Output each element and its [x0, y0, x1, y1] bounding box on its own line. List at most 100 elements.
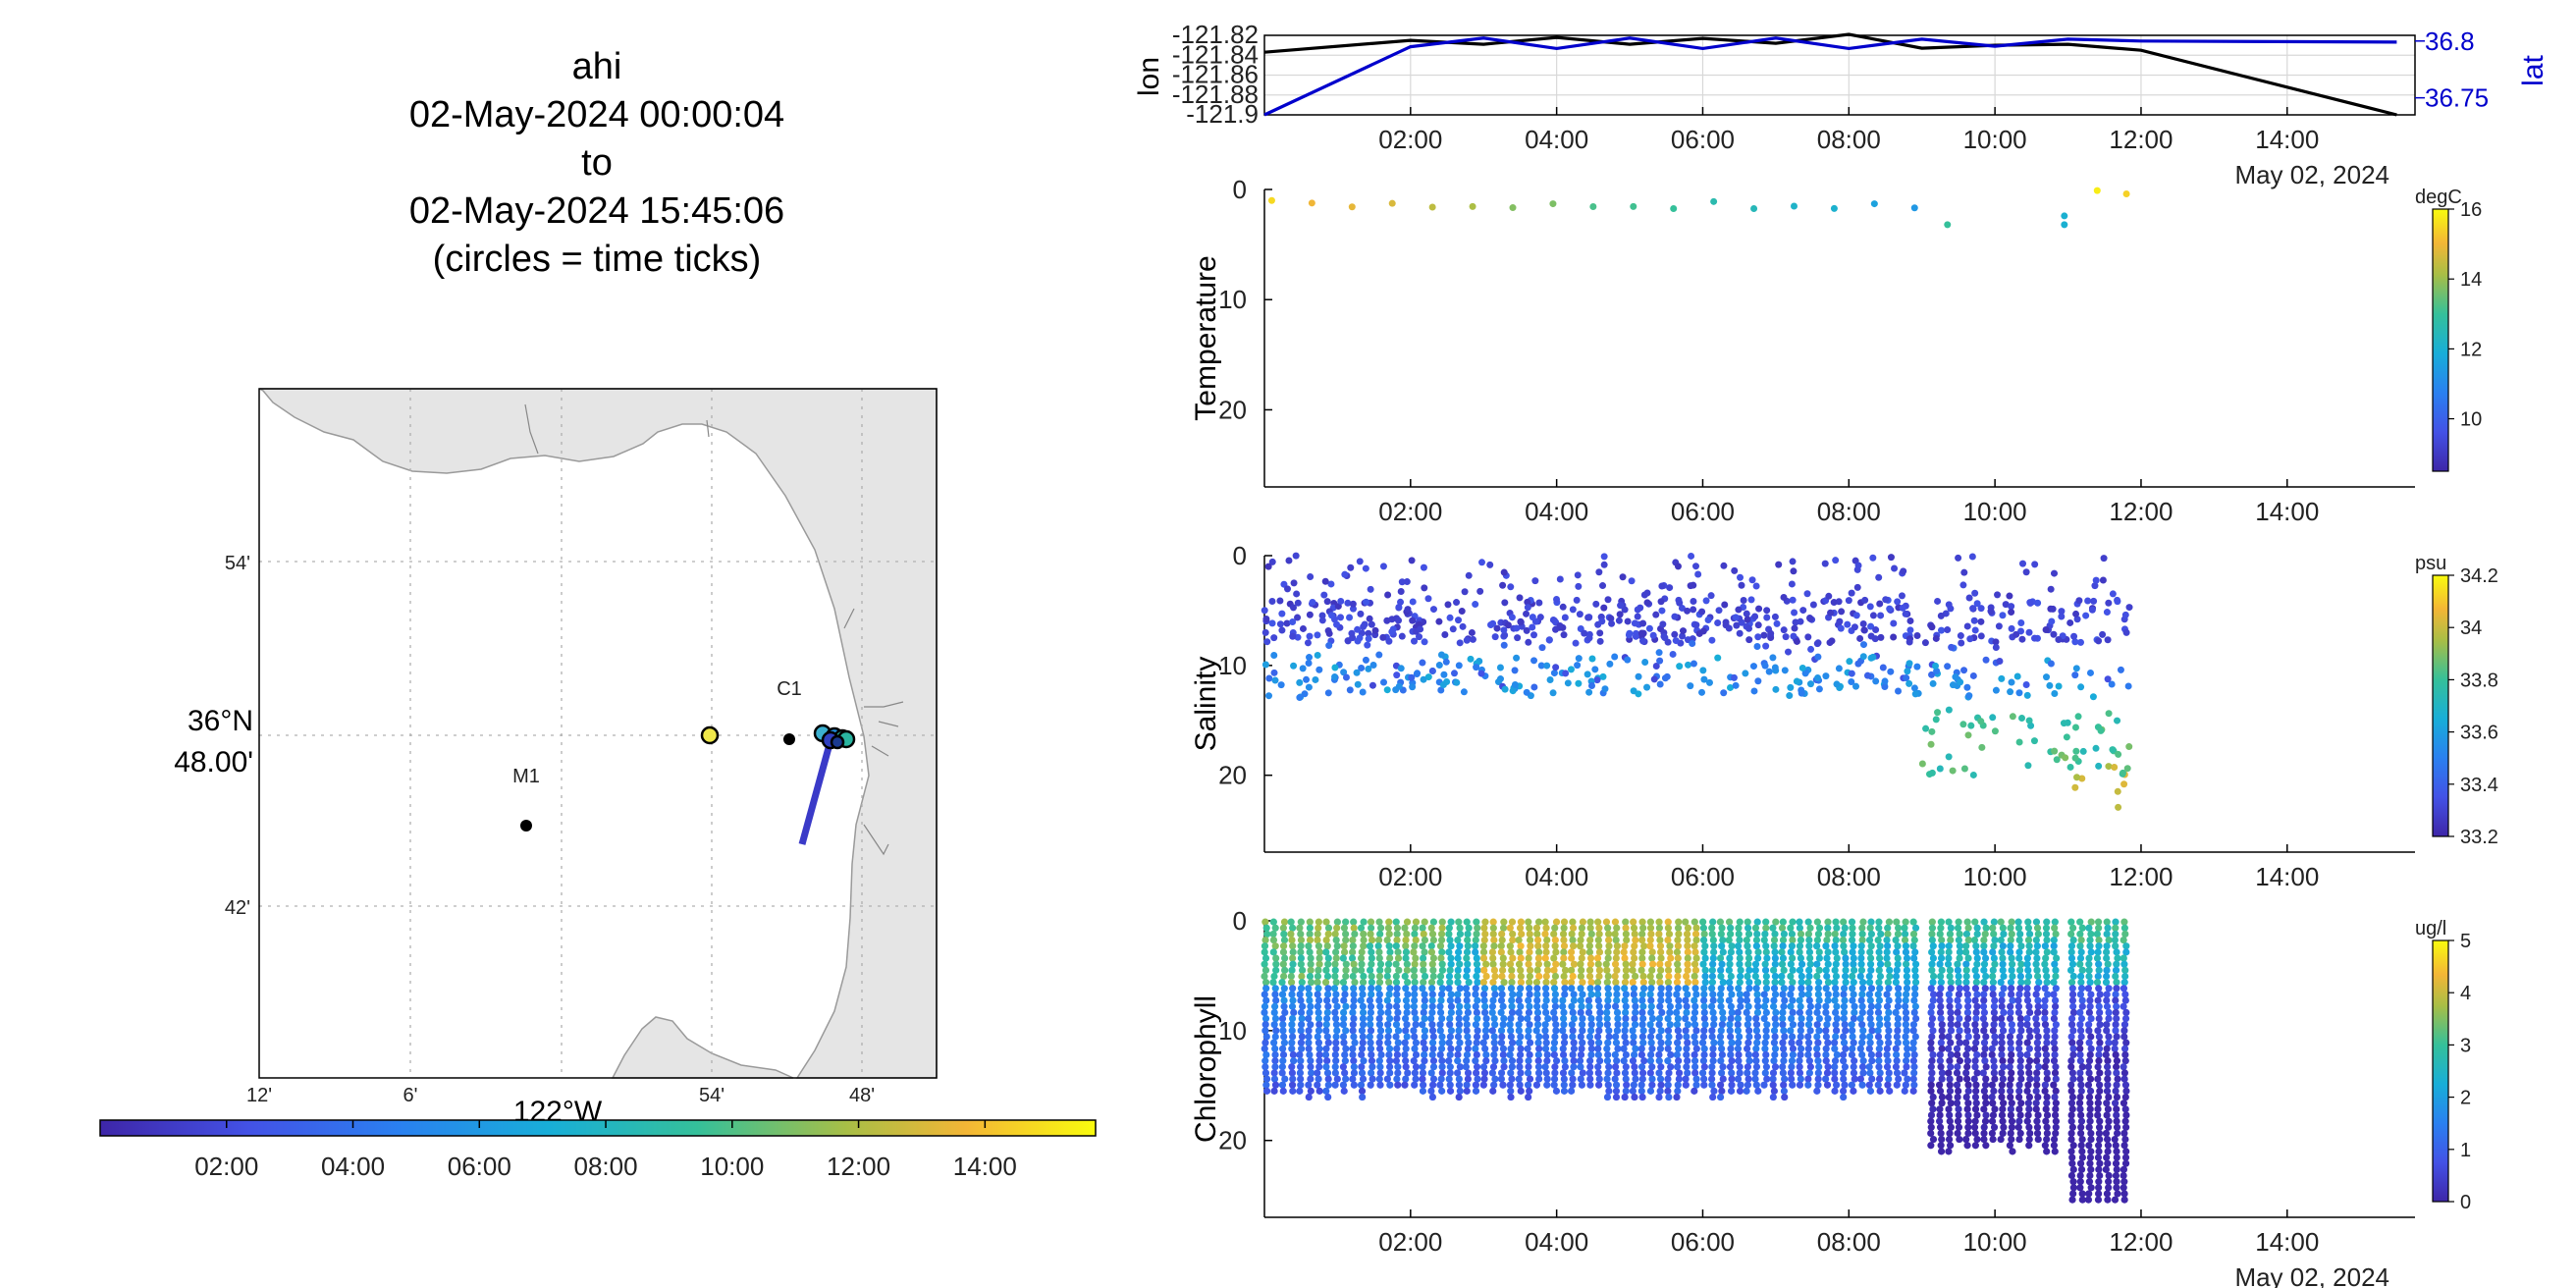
data-point	[1655, 649, 1663, 657]
data-point	[1543, 960, 1551, 968]
data-point	[1297, 1075, 1305, 1083]
data-point	[1639, 972, 1647, 981]
data-point	[1854, 562, 1862, 569]
data-point	[1973, 930, 1981, 939]
data-point	[1437, 930, 1446, 939]
data-point	[1938, 1100, 1946, 1107]
data-point	[1586, 1063, 1594, 1071]
data-point	[1600, 553, 1608, 561]
data-point	[1489, 960, 1497, 968]
data-point	[1315, 1021, 1323, 1029]
data-point	[1490, 1033, 1498, 1041]
data-point	[1261, 1057, 1269, 1065]
data-point	[1901, 930, 1909, 939]
data-point	[1945, 1135, 1954, 1144]
data-point	[1517, 1045, 1525, 1052]
data-point	[2042, 954, 2050, 962]
data-point	[1765, 668, 1773, 675]
data-point	[1823, 936, 1831, 944]
data-point	[1999, 1057, 2007, 1065]
data-point	[1885, 918, 1893, 926]
data-point	[1315, 1063, 1323, 1071]
data-point	[1409, 598, 1417, 606]
data-point	[1781, 667, 1789, 674]
data-point	[1285, 557, 1293, 564]
data-point	[1652, 662, 1660, 670]
data-point	[1546, 675, 1554, 683]
data-point	[1936, 1057, 1944, 1065]
data-point	[1928, 1069, 1936, 1077]
data-point	[1827, 609, 1835, 617]
data-point	[1325, 629, 1333, 637]
data-point	[1963, 683, 1971, 691]
data-point	[2103, 609, 2111, 617]
data-point	[1323, 1069, 1332, 1077]
data-point	[1761, 1057, 1769, 1065]
data-point	[1876, 942, 1884, 950]
data-point	[1479, 948, 1488, 956]
data-point	[1751, 1069, 1759, 1077]
data-point	[1786, 692, 1794, 700]
data-point	[1472, 942, 1479, 950]
data-point	[2041, 1014, 2049, 1023]
data-point	[1684, 607, 1691, 615]
data-point	[1875, 1075, 1884, 1083]
data-point	[1456, 1063, 1464, 1071]
data-point	[1261, 1069, 1270, 1077]
data-point	[2095, 1165, 2103, 1173]
data-point	[1745, 979, 1753, 987]
data-point	[1623, 1081, 1631, 1089]
data-point	[1611, 1075, 1619, 1083]
data-point	[1947, 979, 1955, 987]
data-point	[1892, 972, 1901, 981]
data-point	[2120, 1027, 2128, 1035]
data-point	[1411, 942, 1419, 950]
data-point	[1445, 948, 1453, 956]
data-point	[1851, 1057, 1858, 1065]
data-point	[2096, 1021, 2104, 1029]
data-point	[1991, 960, 1999, 968]
data-point	[1367, 1081, 1374, 1089]
data-point	[1831, 1087, 1839, 1095]
data-point	[2112, 1087, 2120, 1095]
data-point	[1306, 948, 1314, 956]
data-point	[1955, 1002, 1962, 1010]
data-point	[1656, 936, 1664, 944]
data-point	[1648, 948, 1656, 956]
data-point	[1594, 936, 1602, 944]
data-point	[1894, 942, 1902, 950]
data-point	[1375, 1057, 1383, 1065]
data-point	[1972, 1081, 1980, 1089]
data-point	[1848, 678, 1855, 686]
data-point	[1813, 1087, 1821, 1095]
data-point	[2002, 601, 2010, 609]
data-point	[1963, 1045, 1972, 1052]
data-point	[1604, 1081, 1612, 1089]
data-point	[1972, 1100, 1980, 1107]
data-point	[1367, 585, 1374, 593]
data-point	[1679, 632, 1687, 640]
data-point	[1832, 1021, 1840, 1029]
data-point	[1947, 1039, 1955, 1046]
data-point	[1778, 972, 1786, 981]
data-point	[1760, 631, 1768, 639]
data-point	[1368, 979, 1375, 987]
data-point	[1421, 991, 1428, 998]
data-point	[1885, 985, 1893, 993]
data-point	[2022, 680, 2030, 688]
data-point	[1463, 636, 1471, 644]
data-point	[1927, 1008, 1935, 1016]
data-point	[1851, 1075, 1858, 1083]
data-point	[1956, 1014, 1963, 1023]
data-point	[1675, 1002, 1683, 1010]
data-point	[1698, 608, 1706, 616]
data-point	[1658, 1008, 1666, 1016]
data-point	[1616, 611, 1624, 618]
data-point	[1927, 1075, 1935, 1083]
data-point	[1412, 1063, 1421, 1071]
data-point	[2015, 1093, 2023, 1101]
data-point	[2095, 924, 2103, 932]
data-point	[1903, 1050, 1911, 1059]
data-point	[1281, 954, 1289, 962]
data-point	[1550, 1081, 1558, 1089]
